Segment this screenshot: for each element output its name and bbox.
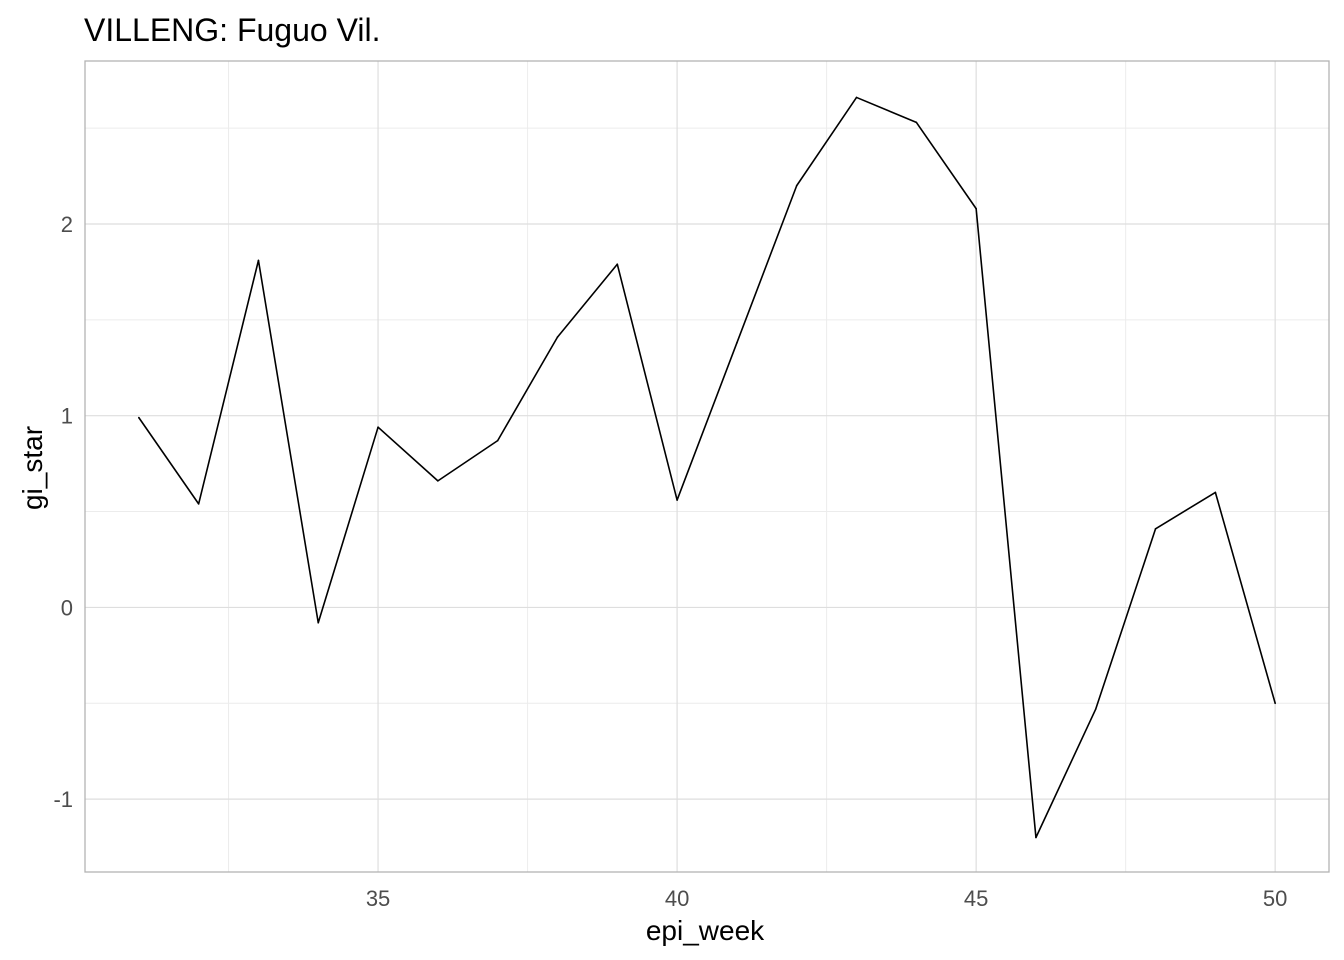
x-axis-title: epi_week — [646, 915, 765, 946]
plot-panel-border — [84, 60, 1330, 873]
data-point — [317, 621, 320, 624]
series-line — [138, 96, 1276, 839]
data-point — [975, 207, 977, 210]
data-point — [496, 439, 499, 442]
data-point — [736, 342, 738, 344]
data-point — [855, 96, 858, 99]
data-point — [676, 499, 678, 501]
data-point — [377, 426, 379, 428]
x-axis-ticks: 35 40 45 50 — [366, 886, 1288, 911]
chart-title: VILLENG: Fuguo Vil. — [84, 12, 380, 48]
y-axis-title: gi_star — [17, 426, 48, 510]
x-tick-label: 40 — [665, 886, 689, 911]
major-gridlines — [85, 61, 1329, 872]
y-tick-label: 2 — [61, 212, 73, 237]
data-point — [915, 121, 918, 124]
data-point — [616, 263, 619, 266]
y-tick-label: 0 — [61, 595, 73, 620]
data-point — [556, 336, 559, 338]
x-tick-label: 45 — [964, 886, 988, 911]
data-point — [1094, 708, 1097, 710]
x-tick-label: 35 — [366, 886, 390, 911]
y-axis-ticks: -1 0 1 2 — [53, 212, 73, 812]
data-point — [197, 503, 200, 505]
data-point — [257, 259, 260, 262]
data-point — [1274, 702, 1276, 705]
data-points — [138, 96, 1276, 839]
x-tick-label: 50 — [1263, 886, 1287, 911]
data-point — [437, 480, 439, 482]
y-tick-label: -1 — [53, 787, 73, 812]
data-point — [1214, 491, 1217, 494]
data-point — [795, 184, 798, 187]
data-point — [1035, 836, 1037, 839]
minor-gridlines — [85, 61, 1329, 872]
y-tick-label: 1 — [61, 404, 73, 429]
data-point — [138, 416, 140, 419]
data-point — [1154, 528, 1157, 530]
